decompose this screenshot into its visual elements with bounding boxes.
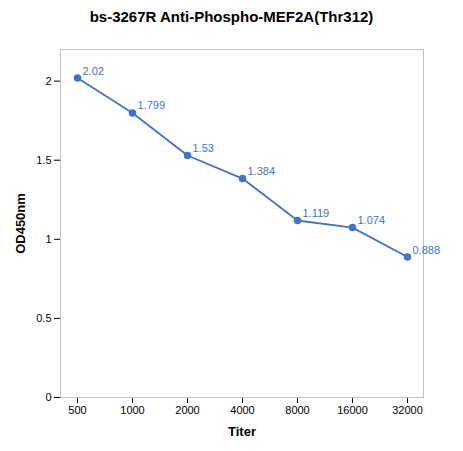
svg-text:1.119: 1.119 bbox=[303, 207, 330, 219]
svg-text:32000: 32000 bbox=[392, 404, 423, 416]
svg-text:2.02: 2.02 bbox=[83, 64, 104, 76]
svg-text:1000: 1000 bbox=[120, 404, 144, 416]
svg-text:2: 2 bbox=[45, 75, 51, 87]
svg-text:1.53: 1.53 bbox=[193, 142, 214, 154]
svg-text:4000: 4000 bbox=[230, 404, 254, 416]
svg-text:0: 0 bbox=[45, 391, 51, 403]
svg-text:1: 1 bbox=[45, 233, 51, 245]
svg-text:2000: 2000 bbox=[175, 404, 199, 416]
svg-text:8000: 8000 bbox=[285, 404, 309, 416]
svg-text:0.5: 0.5 bbox=[36, 312, 51, 324]
svg-text:Titer: Titer bbox=[228, 424, 256, 439]
svg-text:0.888: 0.888 bbox=[413, 244, 441, 256]
svg-text:500: 500 bbox=[68, 404, 86, 416]
svg-text:16000: 16000 bbox=[337, 404, 368, 416]
svg-text:1.799: 1.799 bbox=[138, 99, 166, 111]
svg-text:1.5: 1.5 bbox=[36, 154, 51, 166]
svg-text:OD450nm: OD450nm bbox=[13, 193, 28, 254]
svg-text:1.384: 1.384 bbox=[248, 165, 276, 177]
html-text:bs-3267R Anti-Phospho-MEF2A(Th: bs-3267R Anti-Phospho-MEF2A(Thr312) bbox=[89, 8, 374, 25]
svg-text:1.074: 1.074 bbox=[358, 214, 386, 226]
